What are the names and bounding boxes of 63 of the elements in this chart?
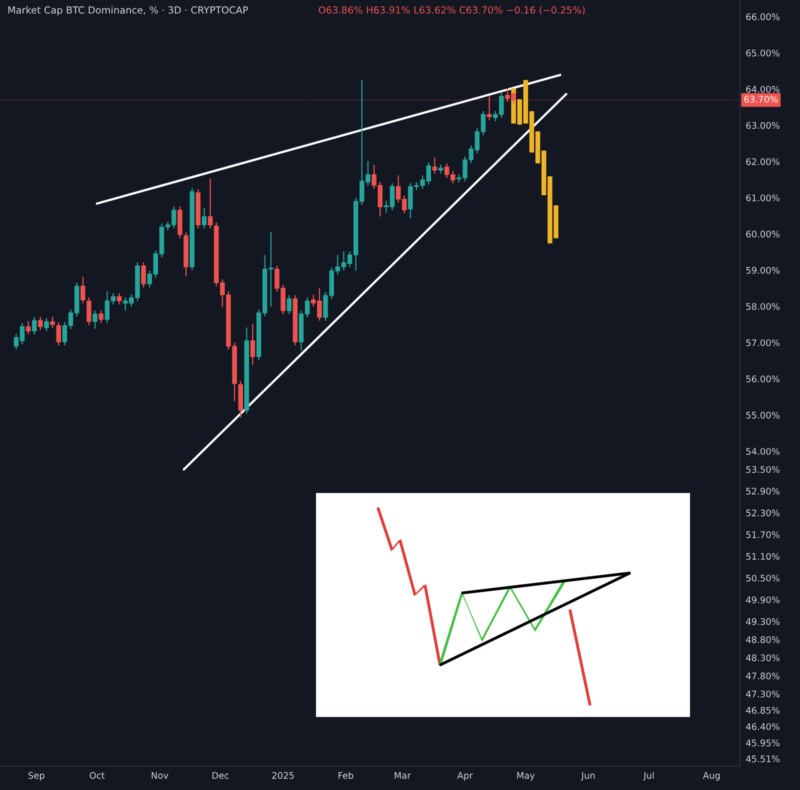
y-tick-label: 61.00% <box>746 194 780 202</box>
candlestick <box>116 293 122 304</box>
y-tick-label: 62.00% <box>746 158 780 166</box>
y-tick-label: 45.51% <box>746 755 780 762</box>
y-tick-label: 64.00% <box>746 86 780 93</box>
x-tick-label: Aug <box>702 772 720 781</box>
y-tick-label: 63.00% <box>746 122 780 129</box>
y-tick-label: 57.00% <box>746 339 780 346</box>
candlestick <box>80 276 86 304</box>
y-tick-label: 46.40% <box>746 723 780 730</box>
x-tick-label: Jul <box>643 772 654 781</box>
candlestick <box>98 310 104 323</box>
x-tick-label: Sep <box>28 772 44 781</box>
y-tick-label: 60.00% <box>746 230 780 238</box>
x-tick-label: 2025 <box>272 772 294 779</box>
candlestick <box>141 262 146 288</box>
y-tick-label: 66.00% <box>746 13 780 20</box>
y-tick-label: 52.90% <box>746 488 780 495</box>
y-tick-label: 54.00% <box>746 448 780 455</box>
candlestick <box>208 178 213 228</box>
candlestick <box>50 316 55 328</box>
y-tick-label: 48.80% <box>746 636 780 644</box>
x-tick-label: Feb <box>338 772 354 779</box>
y-tick-label: 51.10% <box>746 552 780 560</box>
y-tick-label: 52.30% <box>746 510 780 516</box>
candlestick <box>26 321 31 334</box>
ref-line-label: 63.70% <box>744 96 778 103</box>
y-tick-label: 51.70% <box>746 531 780 538</box>
y-tick-label: 58.00% <box>746 303 780 310</box>
candlestick <box>438 164 444 174</box>
candlestick <box>44 318 49 332</box>
y-tick-label: 49.90% <box>746 596 780 604</box>
y-tick-label: 55.00% <box>746 412 780 419</box>
candlestick <box>202 208 207 228</box>
y-tick-label: 47.30% <box>746 690 780 698</box>
candlestick <box>486 96 492 120</box>
text: O63.86% H63.91% L63.62% C63.70% −0.16 (−0.25%) <box>318 6 585 15</box>
text: Market Cap BTC Dominance, % · 3D · CRYPTOCAP <box>8 6 248 16</box>
candlestick <box>432 157 438 174</box>
y-tick-label: 45.95% <box>746 739 780 746</box>
y-tick-label: 47.80% <box>746 672 780 680</box>
x-tick-label: Jun <box>580 772 595 781</box>
x-tick-label: Oct <box>90 772 105 779</box>
y-tick-label: 59.00% <box>746 266 780 274</box>
y-tick-label: 53.50% <box>746 466 780 473</box>
x-tick-label: Apr <box>457 772 473 781</box>
y-tick-label: 46.85% <box>746 706 780 714</box>
x-tick-label: Nov <box>152 772 168 779</box>
candlestick <box>38 317 43 330</box>
candlestick <box>86 297 92 326</box>
x-tick-label: Mar <box>394 772 411 779</box>
x-tick-label: Dec <box>212 772 229 779</box>
y-tick-label: 50.50% <box>746 574 780 582</box>
candlestick <box>56 322 62 346</box>
y-tick-label: 65.00% <box>746 50 780 56</box>
candlestick <box>250 324 256 365</box>
y-tick-label: 48.30% <box>746 654 780 662</box>
x-tick-label: May <box>517 772 535 781</box>
candlestick <box>286 295 292 314</box>
y-tick-label: 49.30% <box>746 618 780 625</box>
y-tick-label: 56.00% <box>746 376 780 382</box>
candlestick <box>32 317 37 334</box>
candlestick <box>92 310 98 329</box>
